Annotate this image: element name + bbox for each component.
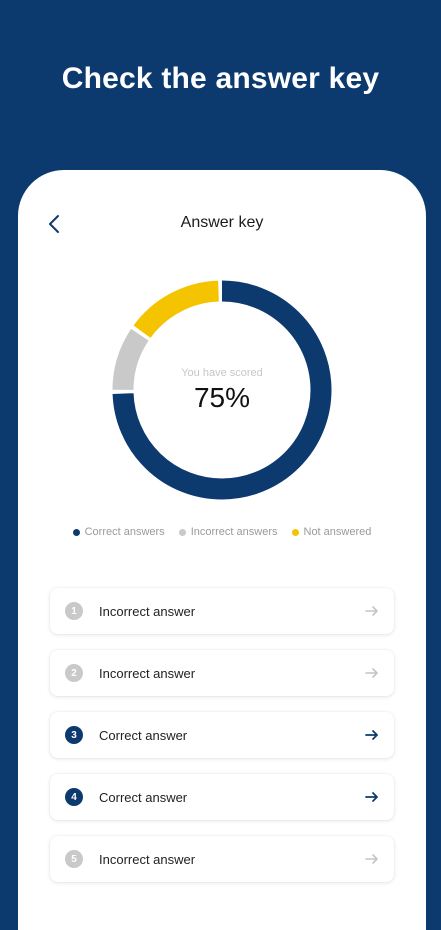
- answer-row-2[interactable]: 2 Incorrect answer: [50, 650, 394, 696]
- legend-item-incorrect: Incorrect answers: [178, 526, 278, 538]
- arrow-right-icon[interactable]: [364, 789, 380, 805]
- score-label: You have scored: [181, 367, 263, 379]
- chevron-left-icon: [49, 215, 59, 233]
- donut-slice-correct-answers: [112, 280, 332, 500]
- legend-item-not-answered: Not answered: [291, 526, 372, 538]
- arrow-right-icon[interactable]: [364, 665, 380, 681]
- headline: Check the answer key: [61, 62, 380, 95]
- answer-list: 1 Incorrect answer 2 Incorrect answer 3 …: [50, 588, 394, 898]
- answer-status-label: Incorrect answer: [99, 851, 196, 867]
- answer-status-label: Correct answer: [99, 789, 188, 805]
- score-value: 75%: [193, 382, 251, 413]
- question-number-badge: 1: [65, 602, 83, 620]
- back-button[interactable]: [40, 210, 68, 238]
- answer-row-4[interactable]: 4 Correct answer: [50, 774, 394, 820]
- answer-status-label: Correct answer: [99, 727, 188, 743]
- question-number-badge: 3: [65, 726, 83, 744]
- arrow-right-icon[interactable]: [364, 603, 380, 619]
- answer-status-label: Incorrect answer: [99, 603, 196, 619]
- chart-legend: Correct answers Incorrect answers Not an…: [18, 526, 426, 538]
- legend-dot-incorrect: [178, 528, 186, 536]
- answer-row-3[interactable]: 3 Correct answer: [50, 712, 394, 758]
- legend-label-incorrect: Incorrect answers: [190, 526, 278, 538]
- legend-item-correct: Correct answers: [72, 526, 165, 538]
- arrow-right-icon[interactable]: [364, 727, 380, 743]
- legend-label-not-answered: Not answered: [303, 526, 372, 538]
- question-number-badge: 4: [65, 788, 83, 806]
- arrow-right-icon[interactable]: [364, 851, 380, 867]
- legend-dot-not-answered: [291, 528, 299, 536]
- score-donut-chart: You have scored 75%: [104, 272, 340, 508]
- answer-row-5[interactable]: 5 Incorrect answer: [50, 836, 394, 882]
- top-bar: Answer key: [18, 210, 426, 238]
- question-number-badge: 2: [65, 664, 83, 682]
- phone-screen: Answer key You have scored 75% Correct a…: [18, 170, 426, 930]
- screen-title: Answer key: [180, 214, 264, 231]
- donut-svg: [112, 280, 332, 500]
- question-number-badge: 5: [65, 850, 83, 868]
- answer-row-1[interactable]: 1 Incorrect answer: [50, 588, 394, 634]
- legend-dot-correct: [72, 528, 80, 536]
- answer-status-label: Incorrect answer: [99, 665, 196, 681]
- legend-label-correct: Correct answers: [84, 526, 165, 538]
